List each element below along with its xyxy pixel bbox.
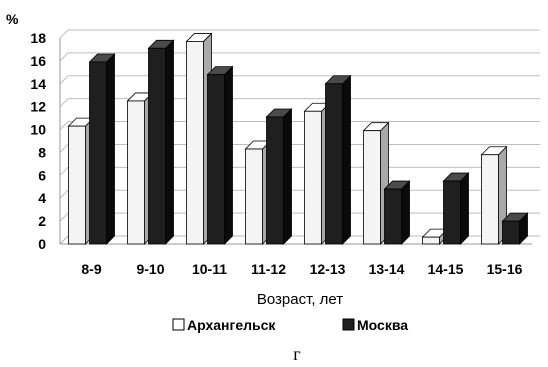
gridline xyxy=(59,29,540,39)
bar xyxy=(383,180,411,245)
legend: Архангельск Москва xyxy=(172,317,408,333)
bar xyxy=(206,65,234,245)
x-tick-label: 9-10 xyxy=(136,261,164,277)
y-tick-label: 18 xyxy=(30,30,46,46)
y-tick-labels: 0 2 4 6 8 10 12 14 16 18 xyxy=(30,30,46,252)
gridline xyxy=(59,52,540,62)
x-tick-label: 15-16 xyxy=(487,261,523,277)
bar xyxy=(480,145,508,245)
legend-label: Москва xyxy=(357,317,408,333)
legend-item: Архангельск xyxy=(172,317,276,333)
panel-label: г xyxy=(293,344,300,364)
y-tick-label: 6 xyxy=(38,167,46,183)
gridline xyxy=(59,75,540,85)
bar xyxy=(88,53,116,245)
x-tick-label: 12-13 xyxy=(310,261,346,277)
y-tick-label: 14 xyxy=(30,76,46,92)
gridline xyxy=(59,121,540,130)
y-axis-unit: % xyxy=(6,11,19,27)
x-tick-label: 11-12 xyxy=(251,261,286,277)
y-tick-label: 16 xyxy=(30,53,46,69)
gridlines xyxy=(59,29,540,245)
y-tick-label: 8 xyxy=(38,144,46,160)
bar xyxy=(147,39,175,245)
bar xyxy=(324,74,352,245)
legend-swatch xyxy=(172,318,185,331)
y-tick-label: 4 xyxy=(38,190,46,206)
y-tick-label: 0 xyxy=(38,236,46,252)
legend-swatch xyxy=(342,318,355,331)
y-tick-label: 12 xyxy=(30,99,46,115)
bars xyxy=(67,32,529,245)
legend-item: Москва xyxy=(342,317,408,333)
x-tick-label: 8-9 xyxy=(81,261,101,277)
x-tick-label: 14-15 xyxy=(428,261,464,277)
bar xyxy=(501,212,529,245)
legend-label: Архангельск xyxy=(187,317,276,333)
x-tick-labels: 8-9 9-10 10-11 11-12 12-13 13-14 14-15 15-16 xyxy=(81,261,522,277)
bar xyxy=(265,108,293,245)
x-axis-title: Возраст, лет xyxy=(257,291,343,308)
y-tick-label: 10 xyxy=(30,122,46,138)
x-tick-label: 10-11 xyxy=(192,261,227,277)
bar xyxy=(442,172,470,245)
gridline xyxy=(59,98,540,108)
y-tick-label: 2 xyxy=(38,213,46,229)
x-tick-label: 13-14 xyxy=(369,261,405,277)
